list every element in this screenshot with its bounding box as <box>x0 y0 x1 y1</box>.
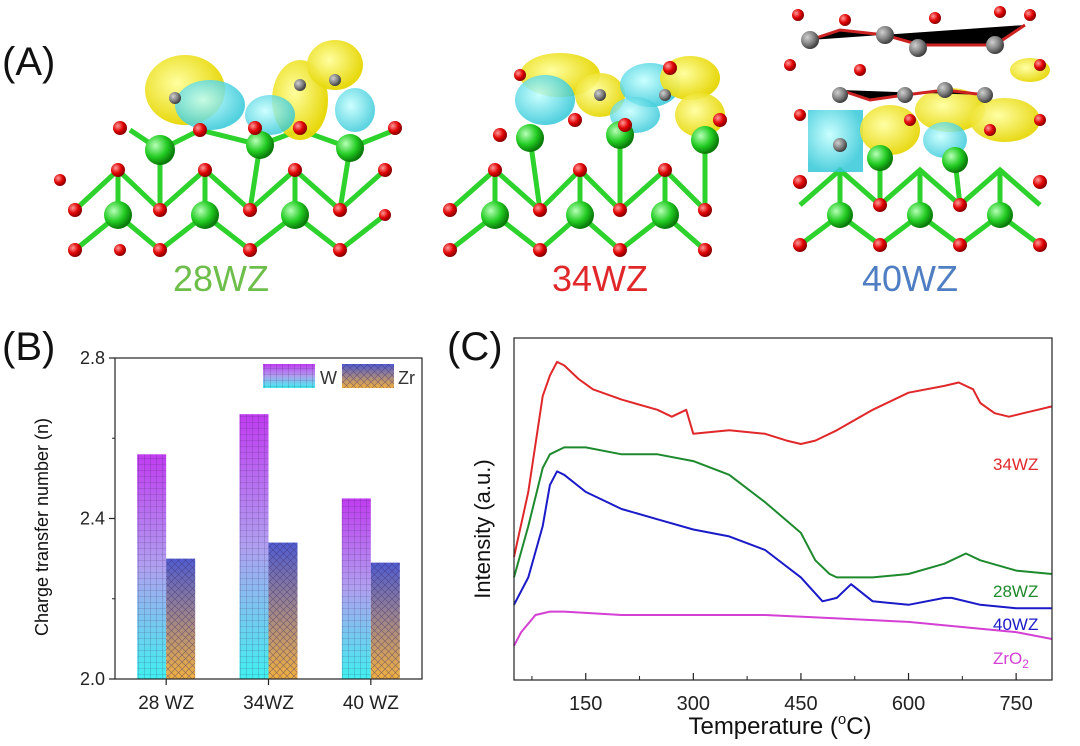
series-label-34wz: 34WZ <box>993 455 1038 474</box>
x-tick-label: 300 <box>677 693 710 715</box>
x-tick-label: 34WZ <box>243 693 294 714</box>
series-label-28wz: 28WZ <box>993 582 1038 601</box>
structure-28wz <box>54 40 402 257</box>
panel-c-letter: (C) <box>447 325 503 369</box>
y-tick-label: 2.0 <box>80 669 105 689</box>
series-line-40wz <box>513 470 1052 610</box>
legend-w-label: W <box>320 368 337 388</box>
legend-zr-label: Zr <box>398 368 415 388</box>
y-tick-label: 2.4 <box>80 509 105 529</box>
line-chart-xlabel: Temperature (oC) <box>688 711 871 740</box>
structure-34wz <box>443 53 727 257</box>
bar-pattern-w-28wz <box>137 454 167 679</box>
bar-chart-ylabel: Charge transfer number (n) <box>32 418 52 636</box>
line-layer <box>513 360 1053 647</box>
bar-chart-axes: 28 WZ 34WZ 40 WZ 2.0 2.4 2.8 <box>80 348 423 714</box>
panel-a-structures <box>54 6 1050 257</box>
structure-label-34wz: 34WZ <box>552 258 649 299</box>
bar-pattern-zr-34wz <box>268 542 298 679</box>
bar-pattern-zr-28wz <box>166 558 196 679</box>
bar-layer <box>137 414 400 679</box>
x-tick-label: 600 <box>892 693 925 715</box>
series-label-zro2: ZrO2 <box>993 649 1029 671</box>
series-label-40wz: 40WZ <box>993 615 1038 634</box>
y-tick-label: 2.8 <box>80 348 105 368</box>
bar-pattern-w-34wz <box>239 414 269 679</box>
line-chart-frame <box>513 337 1053 681</box>
x-tick-label: 150 <box>569 693 602 715</box>
x-tick-label: 750 <box>999 693 1032 715</box>
structure-40wz <box>784 6 1050 252</box>
x-tick-label: 40 WZ <box>343 693 399 714</box>
x-tick-label: 28 WZ <box>138 693 194 714</box>
bar-chart-legend: W Zr <box>263 364 415 388</box>
series-line-28wz <box>513 446 1053 579</box>
x-tick-label: 450 <box>784 693 817 715</box>
series-line-34wz <box>513 360 1053 558</box>
structure-label-28wz: 28WZ <box>173 258 270 299</box>
panel-b-letter: (B) <box>2 325 56 369</box>
line-chart-axes: 150 300 450 600 750 <box>513 337 1053 715</box>
line-chart: Intensity (a.u.) 150 300 450 600 750 Tempera… <box>470 337 1053 740</box>
series-line-zro2 <box>513 610 1053 647</box>
bar-chart: Charge transfer number (n) 28 WZ 34WZ 40 W… <box>32 348 423 714</box>
bar-pattern-w-40wz <box>341 498 371 679</box>
panel-a-letter: (A) <box>2 40 56 84</box>
structure-label-40wz: 40WZ <box>862 258 959 299</box>
bar-pattern-zr-40wz <box>370 562 400 679</box>
line-chart-ylabel: Intensity (a.u.) <box>470 459 495 598</box>
